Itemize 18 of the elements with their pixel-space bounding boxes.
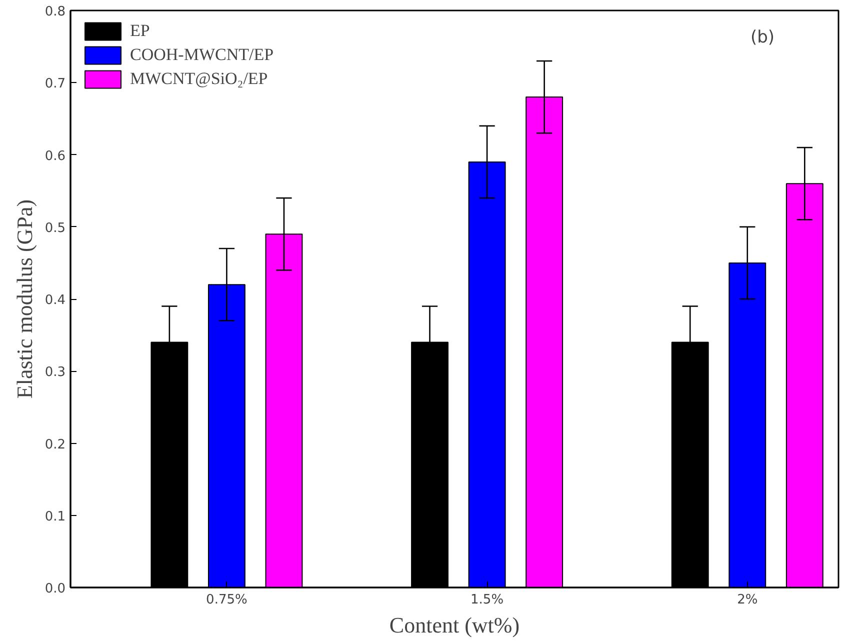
y-tick-label: 0.1 — [44, 509, 66, 524]
y-tick-label: 0.7 — [44, 76, 66, 92]
y-tick-label: 0.6 — [44, 148, 66, 164]
y-tick-label: 0.8 — [44, 4, 66, 20]
y-tick-label: 0.3 — [44, 365, 66, 380]
y-tick-label: 0.0 — [44, 582, 66, 596]
y-tick-label: 0.5 — [44, 220, 66, 236]
legend-label: MWCNT@SiO₂/EP — [130, 69, 268, 89]
legend-label: EP — [130, 21, 150, 41]
annotation: (b) — [750, 28, 775, 48]
x-tick-label: 0.75% — [206, 592, 248, 608]
x-axis-title: Content (wt%) — [389, 612, 520, 638]
x-tick-label: 1.5% — [470, 592, 504, 608]
legend-label: COOH-MWCNT/EP — [130, 45, 274, 65]
y-tick-label: 0.2 — [44, 437, 66, 452]
x-tick-label: 2% — [737, 592, 758, 608]
y-tick-label: 0.4 — [44, 293, 66, 308]
y-axis-title: Elastic modulus (GPa) — [12, 199, 37, 399]
